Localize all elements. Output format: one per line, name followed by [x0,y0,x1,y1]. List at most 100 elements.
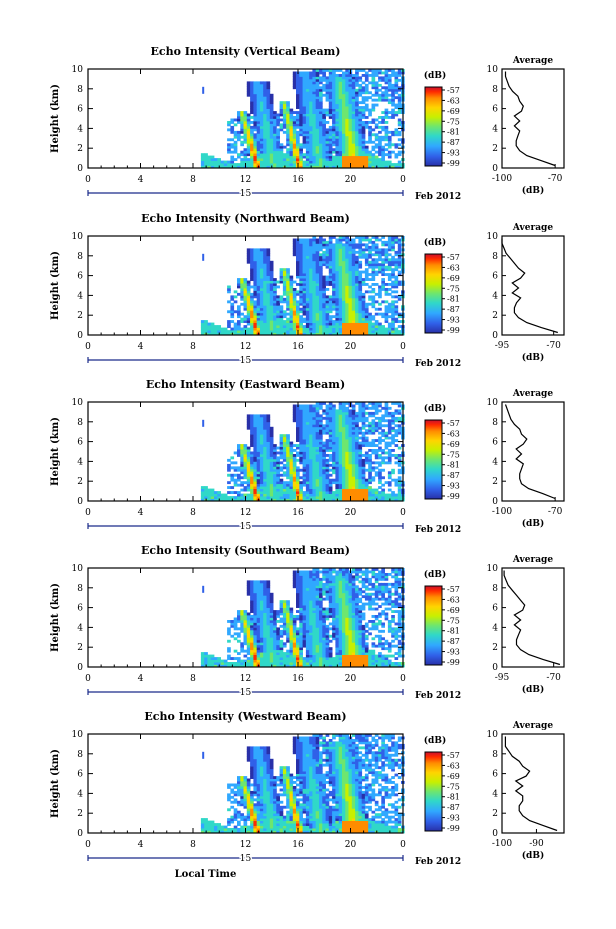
echo-cell [296,81,300,85]
echo-cell [378,290,382,294]
echo-cell [342,493,346,497]
echo-cell [361,436,366,440]
echo-cell [312,155,317,159]
echo-cell [325,449,330,452]
echo-cell [286,444,290,447]
echo-cell [263,297,267,301]
echo-cell [397,245,402,249]
echo-cell [387,160,392,164]
echo-cell [263,419,267,423]
echo-cell [259,414,264,418]
echo-cell [322,140,326,144]
echo-cell [328,250,333,254]
echo-cell [315,290,320,294]
echo-cell [266,458,271,462]
echo-cell [305,317,310,321]
echo-cell [391,317,395,321]
echo-cell [361,483,366,487]
echo-cell [250,268,254,272]
echo-cell [246,248,251,252]
echo-cell [240,116,244,119]
echo-cell [253,463,258,467]
echo-cell [387,76,392,80]
x-tick-label: 0 [85,175,91,185]
echo-cell [273,493,277,497]
echo-cell [250,325,254,328]
echo-cell [345,153,349,157]
echo-cell [305,153,310,157]
echo-cell [263,493,267,497]
echo-cell [259,280,264,284]
echo-cell [292,411,297,415]
echo-cell [263,449,267,452]
echo-cell [286,436,290,440]
echo-cell [338,81,343,85]
echo-cell [263,163,267,166]
echo-cell [381,150,385,154]
echo-cell [273,130,277,134]
echo-cell [253,125,258,129]
echo-cell [345,458,349,462]
echo-cell [394,320,399,323]
echo-cell [374,488,379,492]
echo-cell [355,402,359,405]
echo-cell [230,330,235,333]
echo-cell [233,332,238,336]
echo-cell [253,103,258,107]
echo-cell [358,86,363,90]
echo-cell [351,250,356,254]
echo-cell [394,71,399,75]
echo-cell [371,424,376,428]
echo-cell [342,148,346,152]
echo-cell [299,404,303,408]
echo-cell [315,327,320,331]
echo-cell [315,101,320,105]
echo-cell [296,444,300,447]
echo-cell [259,446,264,450]
echo-cell [243,283,248,286]
echo-cell [305,275,310,279]
echo-cell [351,310,356,314]
echo-cell [348,463,353,467]
echo-cell [292,133,297,137]
echo-cell [351,74,356,77]
echo-cell [381,98,385,102]
echo-cell [296,409,300,413]
echo-cell [319,69,323,72]
echo-cell [371,278,376,281]
echo-cell [302,446,307,450]
echo-cell [259,444,264,447]
echo-cell [335,130,340,134]
echo-cell [361,315,366,319]
echo-cell [325,263,330,267]
echo-cell [342,133,346,137]
echo-cell [335,305,340,309]
echo-cell [364,238,369,242]
echo-cell [246,414,251,418]
echo-cell [273,478,277,482]
echo-cell [364,305,369,309]
echo-cell [394,81,399,85]
echo-cell [335,300,340,304]
echo-cell [296,317,300,321]
echo-cell [381,439,385,442]
echo-cell [305,496,310,499]
echo-cell [364,150,369,154]
y-tick-label: 10 [72,65,84,75]
echo-cell [269,283,274,286]
echo-cell [351,263,356,267]
echo-cell [387,236,392,239]
echo-cell [358,158,363,161]
echo-cell [309,481,313,485]
echo-cell [273,307,277,311]
echo-cell [246,158,251,161]
echo-cell [256,113,261,117]
echo-cell [273,163,277,166]
echo-cell [250,260,254,264]
echo-cell [305,471,310,475]
echo-cell [325,153,330,157]
echo-cell [345,491,349,494]
echo-cell [332,456,336,460]
echo-cell [230,312,235,316]
echo-cell [328,404,333,408]
